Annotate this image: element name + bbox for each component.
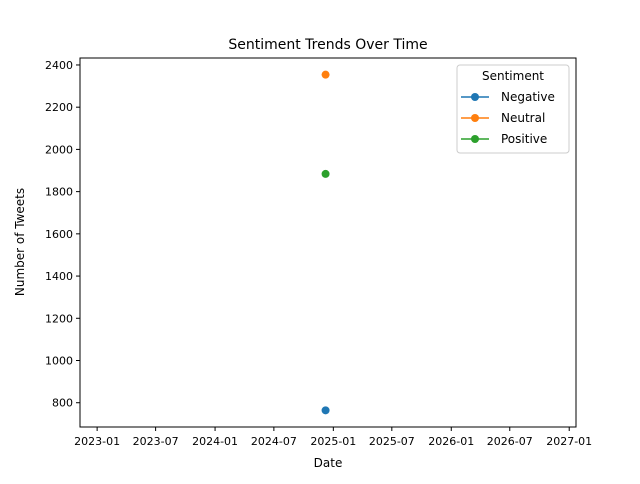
y-tick-label: 1400 [45,270,73,283]
legend-item-neutral: Neutral [461,111,545,125]
x-tick-label: 2027-01 [546,435,592,448]
legend-items: Negative Neutral Positive [461,90,555,146]
series-neutral [321,70,330,79]
data-point-positive [321,169,330,178]
y-tick-label: 1000 [45,355,73,368]
x-tick-label: 2026-01 [428,435,474,448]
x-tick-label: 2023-07 [133,435,179,448]
legend-item-positive: Positive [461,132,547,146]
x-axis: 2023-01 2023-07 2024-01 2024-07 2025-01 2025-… [74,427,592,448]
series-negative [321,406,330,415]
y-tick-label: 2200 [45,101,73,114]
x-tick-label: 2026-07 [487,435,533,448]
y-tick-label: 2400 [45,59,73,72]
data-point-neutral [321,70,330,79]
chart-title: Sentiment Trends Over Time [228,37,427,53]
plot-frame [79,57,577,428]
plot-area [79,57,577,428]
legend-label: Positive [501,132,547,146]
legend-marker [471,93,479,101]
legend-label: Negative [501,90,555,104]
series-positive [321,169,330,178]
y-tick-label: 1800 [45,186,73,199]
legend-title: Sentiment [482,69,544,83]
y-axis: 800 1000 1200 1400 1600 1800 2000 2200 2400 [45,59,80,410]
y-axis-label: Number of Tweets [13,188,27,296]
y-tick-label: 1200 [45,312,73,325]
x-tick-label: 2024-01 [192,435,238,448]
legend: Sentiment Negative Neutral Positive [456,64,570,154]
legend-marker [471,114,479,122]
x-tick-label: 2024-07 [251,435,297,448]
legend-item-negative: Negative [461,90,555,104]
x-tick-label: 2025-01 [310,435,356,448]
legend-label: Neutral [501,111,545,125]
y-tick-label: 2000 [45,143,73,156]
legend-marker [471,135,479,143]
legend-box [456,64,570,154]
x-tick-label: 2025-07 [369,435,415,448]
series-layer [321,70,330,415]
x-axis-label: Date [314,456,343,470]
x-tick-label: 2023-01 [74,435,120,448]
y-tick-label: 1600 [45,228,73,241]
y-tick-label: 800 [52,397,73,410]
data-point-negative [321,406,330,415]
